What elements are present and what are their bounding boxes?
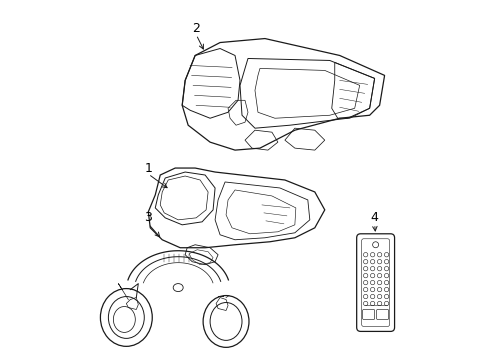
Text: 3: 3	[144, 211, 152, 224]
Text: 4: 4	[370, 211, 378, 224]
Text: 2: 2	[192, 22, 200, 35]
Text: 1: 1	[144, 162, 152, 175]
